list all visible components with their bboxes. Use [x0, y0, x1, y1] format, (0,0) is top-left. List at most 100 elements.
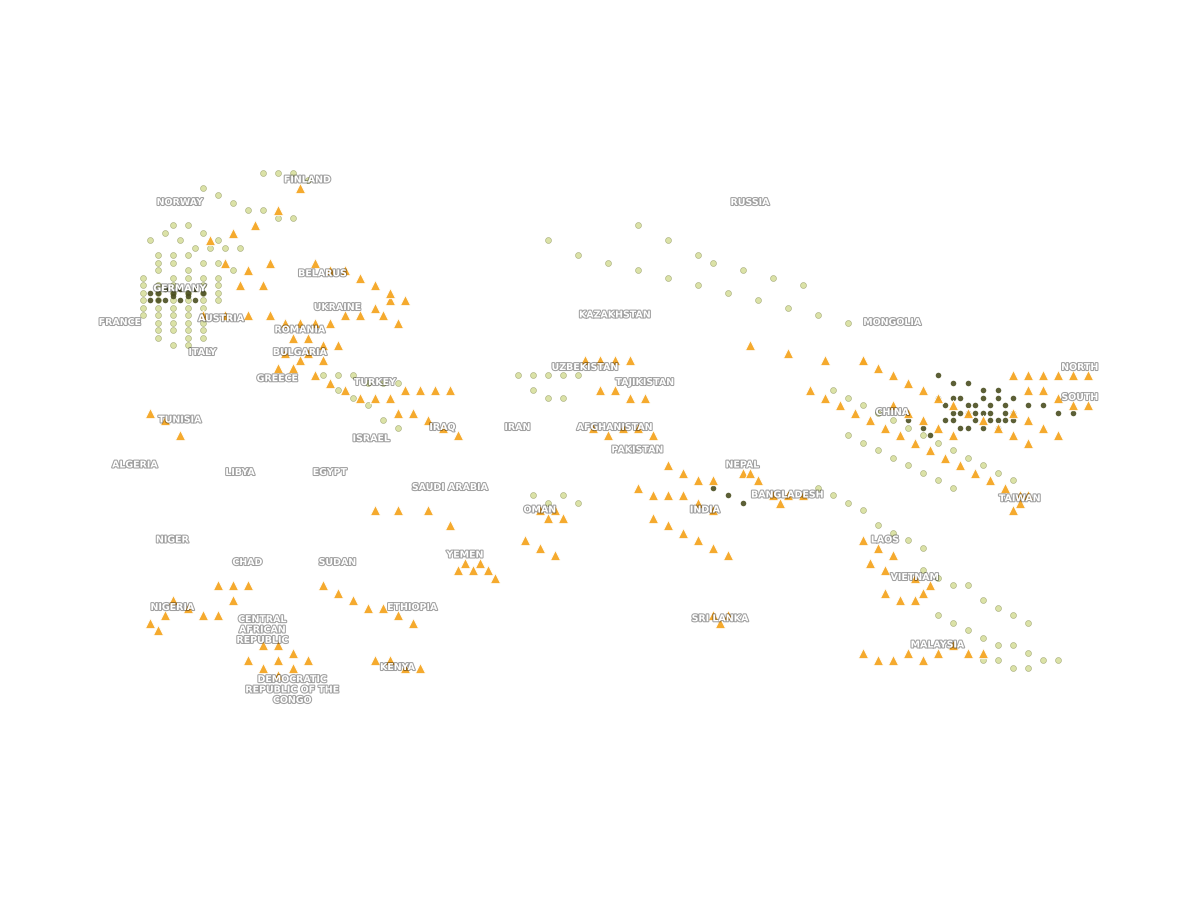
Point [838, 315, 857, 329]
Point [808, 308, 827, 322]
Point [876, 420, 895, 435]
Point [906, 571, 925, 585]
Point [148, 315, 167, 329]
Point [440, 518, 460, 532]
Point [883, 652, 902, 667]
Point [283, 166, 302, 180]
Point [913, 540, 932, 554]
Point [185, 282, 204, 296]
Point [718, 488, 737, 502]
Point [178, 600, 197, 615]
Point [868, 405, 887, 419]
Point [163, 256, 182, 270]
Point [216, 308, 235, 322]
Point [403, 405, 422, 419]
Text: NORTH: NORTH [1061, 363, 1099, 372]
Point [380, 652, 400, 667]
Point [688, 472, 707, 487]
Point [193, 278, 212, 293]
Point [950, 420, 970, 435]
Point [328, 585, 347, 599]
Point [606, 353, 625, 367]
Point [523, 382, 542, 397]
Point [283, 645, 302, 660]
Point [343, 368, 362, 382]
Point [943, 405, 962, 419]
Point [860, 413, 880, 428]
Point [913, 420, 932, 435]
Point [928, 391, 947, 405]
Point [290, 353, 310, 367]
Text: IRAQ: IRAQ [430, 423, 456, 432]
Point [223, 593, 242, 608]
Point [988, 638, 1007, 652]
Point [988, 420, 1007, 435]
Point [658, 488, 677, 502]
Point [898, 405, 917, 419]
Text: INDIA: INDIA [690, 506, 720, 515]
Point [876, 562, 895, 577]
Point [283, 330, 302, 345]
Point [1010, 495, 1030, 509]
Point [538, 391, 557, 405]
Point [943, 443, 962, 457]
Point [1018, 488, 1037, 502]
Point [816, 353, 835, 367]
Point [688, 533, 707, 547]
Text: YEMEN: YEMEN [446, 551, 484, 560]
Point [373, 600, 392, 615]
Point [980, 413, 1000, 428]
Point [365, 391, 384, 405]
Point [358, 375, 377, 390]
Point [388, 375, 407, 390]
Point [718, 548, 737, 562]
Point [936, 413, 955, 428]
Point [853, 436, 872, 450]
Point [268, 211, 287, 225]
Point [140, 405, 160, 419]
Point [163, 292, 182, 307]
Point [1063, 398, 1082, 412]
Point [305, 368, 324, 382]
Point [223, 225, 242, 239]
Point [508, 368, 527, 382]
Point [1033, 398, 1052, 412]
Point [133, 270, 152, 284]
Point [320, 375, 340, 390]
Point [133, 278, 152, 293]
Point [290, 180, 310, 194]
Point [148, 256, 167, 270]
Point [485, 571, 505, 585]
Point [320, 263, 340, 277]
Point [208, 233, 227, 248]
Point [545, 548, 565, 562]
Point [688, 495, 707, 509]
Point [170, 428, 190, 442]
Point [688, 278, 707, 293]
Point [163, 218, 182, 232]
Point [298, 173, 317, 187]
Point [988, 600, 1007, 615]
Point [936, 398, 955, 412]
Point [148, 285, 167, 300]
Point [163, 270, 182, 284]
Point [298, 330, 317, 345]
Point [943, 398, 962, 412]
Point [973, 391, 992, 405]
Point [223, 578, 242, 592]
Text: TUNISIA: TUNISIA [158, 416, 202, 425]
Point [396, 292, 415, 307]
Point [336, 382, 355, 397]
Point [178, 338, 197, 352]
Point [336, 263, 355, 277]
Point [553, 368, 572, 382]
Point [193, 323, 212, 338]
Point [793, 278, 812, 293]
Point [193, 270, 212, 284]
Point [778, 488, 797, 502]
Point [973, 420, 992, 435]
Point [868, 360, 887, 374]
Point [283, 211, 302, 225]
Point [545, 503, 565, 517]
Point [185, 292, 204, 307]
